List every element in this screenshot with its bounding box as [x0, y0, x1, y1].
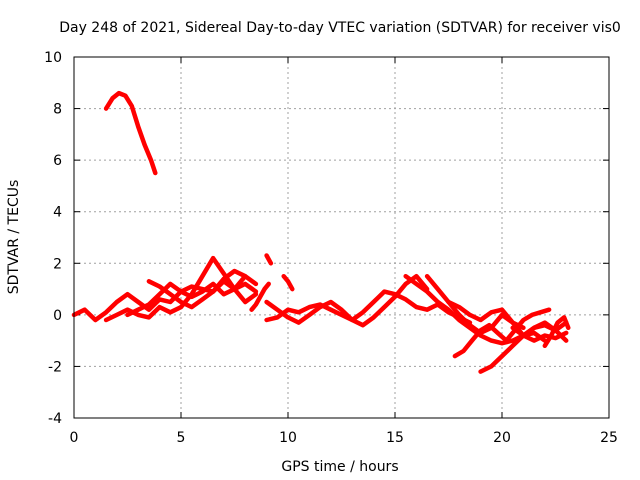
series-arc-8 — [264, 289, 473, 325]
series-arc-high — [103, 90, 158, 176]
series-arc-13 — [452, 307, 552, 359]
series-arc-6 — [264, 253, 274, 266]
x-tick-label: 25 — [600, 430, 618, 446]
series-arc-16 — [542, 315, 571, 349]
x-tick-label: 15 — [386, 430, 404, 446]
chart-title: Day 248 of 2021, Sidereal Day-to-day VTE… — [59, 20, 621, 36]
data-series — [71, 90, 571, 374]
x-tick-label: 10 — [279, 430, 297, 446]
series-arc-9 — [264, 273, 430, 328]
x-axis-label: GPS time / hours — [281, 459, 398, 475]
gridlines — [74, 57, 609, 418]
y-tick-label: -4 — [48, 411, 62, 427]
y-axis-label: SDTVAR / TECUs — [6, 180, 22, 295]
y-tick-label: 0 — [53, 308, 62, 324]
y-tick-label: 2 — [53, 256, 62, 272]
y-tick-label: 4 — [53, 205, 62, 221]
x-tick-label: 5 — [177, 430, 186, 446]
series-arc-4 — [146, 268, 259, 310]
series-arc-12 — [446, 299, 569, 343]
y-tick-label: 10 — [44, 50, 62, 66]
x-tick-label: 0 — [70, 430, 79, 446]
axis-ticks: 0 5 10 15 20 25 -4 -2 0 2 4 6 8 10 — [44, 50, 618, 446]
y-tick-label: 6 — [53, 153, 62, 169]
series-arc-15 — [510, 320, 569, 338]
series-arc-7 — [281, 273, 295, 292]
y-tick-label: 8 — [53, 102, 62, 118]
series-arc-1 — [71, 279, 259, 323]
x-tick-label: 20 — [493, 430, 511, 446]
series-arc-5 — [249, 281, 271, 312]
y-tick-label: -2 — [48, 359, 62, 375]
plot-frame — [73, 56, 610, 419]
series-arc-3 — [125, 273, 248, 318]
